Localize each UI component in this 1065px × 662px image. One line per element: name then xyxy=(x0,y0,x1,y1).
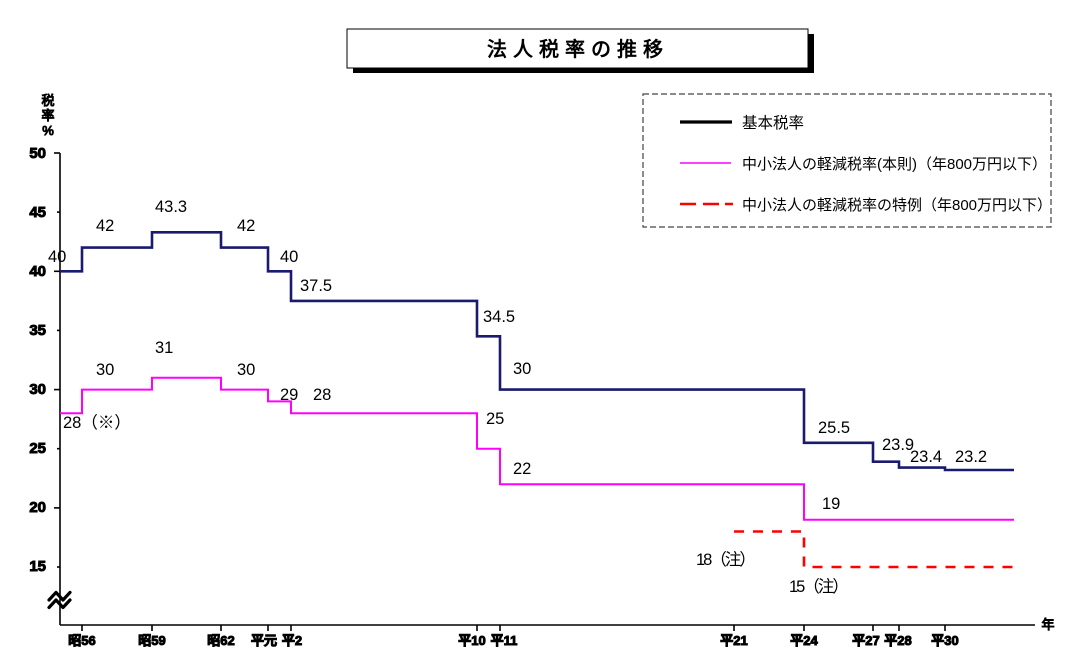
svg-text:平28: 平28 xyxy=(884,633,911,648)
svg-text:昭56: 昭56 xyxy=(68,633,95,648)
svg-text:31: 31 xyxy=(155,339,173,357)
svg-text:25: 25 xyxy=(486,410,504,428)
svg-text:平元: 平元 xyxy=(251,633,277,648)
svg-text:42: 42 xyxy=(237,217,255,235)
svg-text:25.5: 25.5 xyxy=(818,419,850,437)
svg-text:法人税率の推移: 法人税率の推移 xyxy=(487,37,669,61)
svg-text:15（注）: 15（注） xyxy=(789,577,847,596)
svg-text:29: 29 xyxy=(280,386,298,404)
svg-text:中小法人の軽減税率の特例（年800万円以下）: 中小法人の軽減税率の特例（年800万円以下） xyxy=(742,197,1052,214)
svg-text:19: 19 xyxy=(822,495,840,513)
svg-text:23.4: 23.4 xyxy=(910,448,942,466)
svg-text:20: 20 xyxy=(29,499,46,516)
svg-text:28: 28 xyxy=(313,386,331,404)
svg-text:平2: 平2 xyxy=(282,633,302,648)
svg-text:28（※）: 28（※） xyxy=(63,413,131,432)
svg-text:25: 25 xyxy=(29,440,46,457)
svg-text:年: 年 xyxy=(1041,617,1054,632)
svg-text:40: 40 xyxy=(48,248,66,266)
svg-text:税: 税 xyxy=(41,93,54,108)
svg-text:30: 30 xyxy=(29,381,46,398)
svg-text:平24: 平24 xyxy=(790,633,818,648)
svg-text:中小法人の軽減税率(本則)（年800万円以下）: 中小法人の軽減税率(本則)（年800万円以下） xyxy=(742,156,1047,173)
svg-text:34.5: 34.5 xyxy=(483,308,515,326)
svg-text:平21: 平21 xyxy=(720,633,747,648)
svg-text:平10: 平10 xyxy=(458,633,485,648)
svg-text:平27: 平27 xyxy=(852,633,879,648)
svg-text:15: 15 xyxy=(29,558,46,575)
svg-text:平30: 平30 xyxy=(931,633,958,648)
svg-text:45: 45 xyxy=(29,204,46,221)
svg-text:23.2: 23.2 xyxy=(955,448,987,466)
svg-text:43.3: 43.3 xyxy=(155,198,187,216)
svg-text:昭62: 昭62 xyxy=(207,633,234,648)
svg-text:40: 40 xyxy=(280,248,298,266)
svg-text:30: 30 xyxy=(237,361,255,379)
svg-text:30: 30 xyxy=(513,360,531,378)
svg-text:50: 50 xyxy=(29,145,46,162)
svg-text:%: % xyxy=(42,123,54,138)
svg-text:率: 率 xyxy=(41,108,54,123)
svg-text:35: 35 xyxy=(29,322,46,339)
svg-text:昭59: 昭59 xyxy=(138,633,165,648)
svg-text:平11: 平11 xyxy=(491,633,518,648)
svg-text:22: 22 xyxy=(513,460,531,478)
svg-text:40: 40 xyxy=(29,263,46,280)
svg-text:42: 42 xyxy=(96,217,114,235)
svg-text:30: 30 xyxy=(96,361,114,379)
svg-text:基本税率: 基本税率 xyxy=(742,114,804,132)
svg-text:37.5: 37.5 xyxy=(300,277,332,295)
svg-text:18（注）: 18（注） xyxy=(696,550,754,569)
